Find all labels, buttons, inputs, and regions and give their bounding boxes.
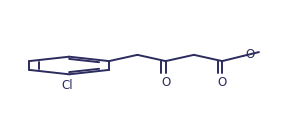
Text: O: O (218, 76, 227, 89)
Text: Cl: Cl (62, 80, 74, 92)
Text: O: O (161, 76, 170, 89)
Text: O: O (245, 48, 254, 61)
